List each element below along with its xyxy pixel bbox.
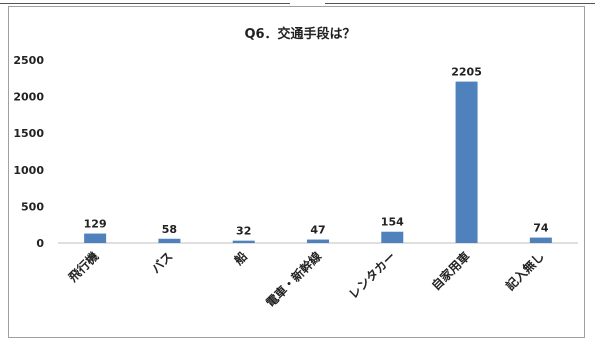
category-label: 自家用車 xyxy=(428,249,473,294)
category-label: 電車・新幹線 xyxy=(263,249,325,311)
y-axis: 0 500 1000 1500 2000 2500 xyxy=(13,54,44,250)
data-label: 154 xyxy=(381,216,404,229)
category-labels: 飛行機 バス 船電車・新幹線 レンタカー 自家用車 記入無し xyxy=(64,249,546,311)
y-tick-label: 2500 xyxy=(13,54,44,67)
category-label: 飛行機 xyxy=(64,249,101,286)
y-tick-label: 1000 xyxy=(13,164,44,177)
bars xyxy=(84,81,552,244)
category-label: 船 xyxy=(231,249,250,268)
data-label: 32 xyxy=(236,225,251,238)
chart-frame xyxy=(8,6,585,338)
category-label: バス xyxy=(149,249,176,276)
data-label: 2205 xyxy=(451,66,482,79)
bar xyxy=(455,81,478,244)
bar xyxy=(381,231,404,243)
top-border-left xyxy=(0,0,290,4)
data-labels: 129 58 32 47 154 2205 74 xyxy=(84,66,549,238)
bar xyxy=(232,240,255,243)
bar xyxy=(84,233,107,243)
bar-chart: Q6．交通手段は？ 0 500 1000 1500 2000 2500 129 58 32 47… xyxy=(13,26,578,311)
bar xyxy=(529,237,552,243)
data-label: 74 xyxy=(533,222,549,235)
y-tick-label: 500 xyxy=(21,200,44,213)
bar xyxy=(307,239,329,243)
data-label: 58 xyxy=(162,223,177,236)
chart-title: Q6．交通手段は？ xyxy=(244,26,355,42)
category-label: レンタカー xyxy=(346,249,398,301)
data-label: 47 xyxy=(310,224,325,237)
bar xyxy=(158,238,181,243)
y-tick-label: 0 xyxy=(36,237,44,250)
data-label: 129 xyxy=(84,218,107,231)
y-tick-label: 2000 xyxy=(13,91,44,104)
top-border-right xyxy=(325,0,595,4)
category-label: 記入無し xyxy=(502,249,547,294)
y-tick-label: 1500 xyxy=(13,127,44,140)
